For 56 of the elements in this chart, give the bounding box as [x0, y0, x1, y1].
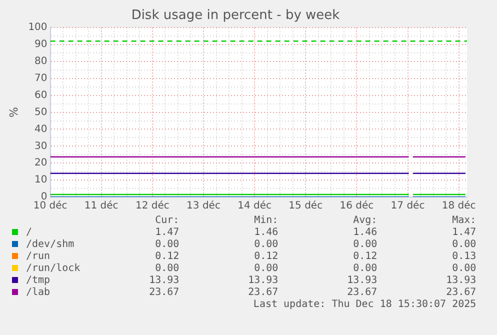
text: 0.00 — [451, 263, 476, 275]
legend-label: /tmp — [26, 275, 52, 287]
y-tick-label: 60 — [34, 90, 48, 101]
text: 1.47 — [451, 227, 476, 239]
y-tick-label: 80 — [34, 56, 48, 68]
x-tick-label: 13 déc — [186, 200, 220, 212]
legend-label: /run/lock — [26, 263, 80, 275]
text: 0.13 — [451, 251, 476, 263]
text: Avg: — [352, 215, 378, 227]
x-tick-label: 15 déc — [288, 200, 323, 212]
y-tick-label: 40 — [34, 124, 48, 135]
legend-label: /dev/shm — [26, 239, 76, 251]
y-tick-label: 10 — [34, 174, 48, 186]
text: 13.93 — [445, 275, 476, 287]
text: 0.00 — [253, 263, 278, 275]
legend-label: /lab — [26, 287, 52, 299]
text: Max: — [451, 215, 476, 227]
text: 23.67 — [445, 287, 476, 299]
text: 13.93 — [247, 275, 278, 287]
y-tick-label: 20 — [34, 158, 48, 169]
x-tick-label: 10 déc — [33, 200, 68, 212]
text: 1.47 — [154, 227, 180, 239]
y-tick-label: 90 — [34, 39, 48, 50]
text: Last update: Thu Dec 18 15:30:07 2025 — [252, 299, 476, 311]
text: 0.00 — [253, 239, 278, 251]
text: 23.67 — [148, 287, 180, 299]
text: 0.12 — [253, 251, 278, 263]
text: 23.67 — [247, 287, 278, 299]
y-tick-label: 30 — [34, 140, 48, 152]
x-tick-label: 14 déc — [238, 200, 272, 212]
x-tick-label: 18 déc — [442, 200, 476, 212]
x-tick-label: 11 déc — [84, 200, 118, 212]
x-tick-label: 12 déc — [135, 200, 170, 212]
text: 1.46 — [253, 227, 278, 239]
legend-label: / — [26, 227, 34, 239]
y-tick-label: 70 — [34, 73, 48, 84]
y-tick-label: 50 — [34, 106, 48, 118]
text: 13.93 — [148, 275, 180, 287]
text: Cur: — [154, 215, 180, 227]
text: 0.00 — [352, 239, 378, 251]
text: Min: — [253, 215, 278, 227]
y-tick-label: 100 — [28, 22, 48, 34]
text: 23.67 — [346, 287, 378, 299]
text: 13.93 — [346, 275, 378, 287]
chart-title: Disk usage in percent - by week — [131, 8, 340, 24]
legend-label: /run — [26, 251, 52, 263]
text: 0.00 — [352, 263, 378, 275]
text: 0.12 — [154, 251, 180, 263]
text: 0.12 — [352, 251, 378, 263]
text: 1.46 — [352, 227, 378, 239]
y-axis-title: % — [7, 107, 20, 118]
x-tick-label: 16 déc — [340, 200, 374, 212]
x-tick-label: 17 déc — [390, 200, 425, 212]
text: 0.00 — [451, 239, 476, 251]
text: 0.00 — [154, 263, 180, 275]
text: 0.00 — [154, 239, 180, 251]
